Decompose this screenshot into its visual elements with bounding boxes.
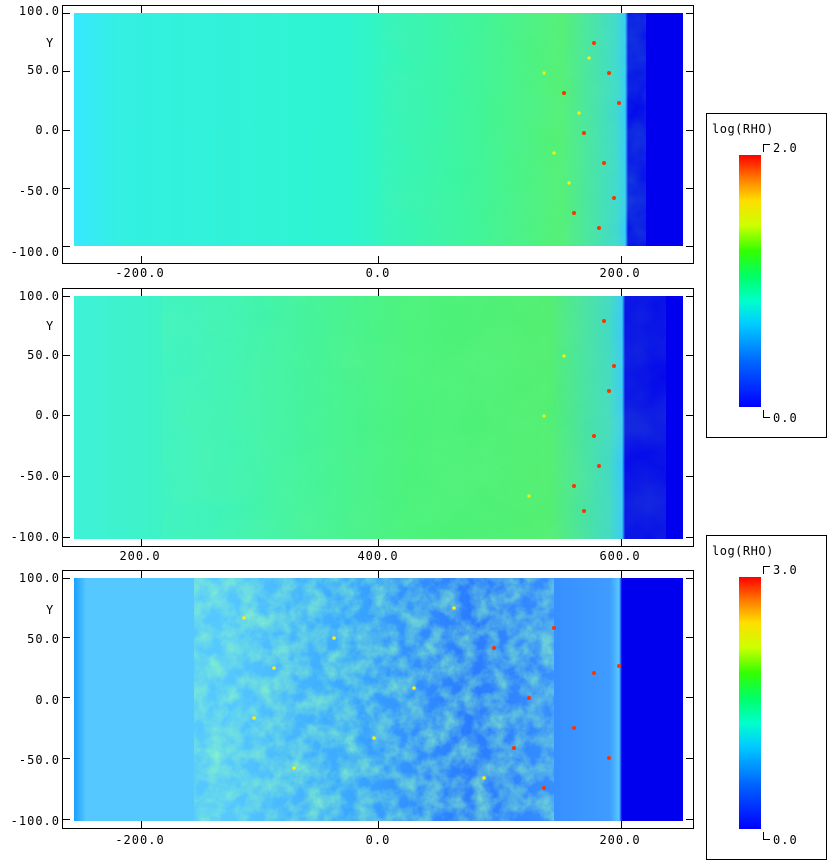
x-tick: -200.0	[115, 833, 165, 847]
y-tick: -100.0	[10, 530, 60, 544]
y-tick: -100.0	[10, 814, 60, 828]
y-tick: 0.0	[35, 123, 60, 137]
x-tick: 600.0	[599, 549, 641, 563]
x-tick: 0.0	[365, 833, 391, 847]
colorbar-title: log(RHO)	[712, 122, 774, 136]
y-tick: 0.0	[35, 693, 60, 707]
density-map-panel-2	[62, 288, 694, 547]
y-tick: -50.0	[18, 184, 60, 198]
colorbar-max: 2.0	[773, 141, 798, 155]
density-map-panel-3	[62, 570, 694, 829]
y-axis-label: Y	[46, 319, 54, 333]
colorbar-gradient	[739, 155, 761, 407]
y-tick: 0.0	[35, 408, 60, 422]
colorbar-2: log(RHO) 3.0 0.0	[706, 535, 827, 860]
colorbar-min: 0.0	[773, 411, 798, 425]
x-tick: 200.0	[599, 266, 641, 280]
colorbar-max: 3.0	[773, 563, 798, 577]
y-tick: 50.0	[27, 632, 60, 646]
x-tick: 0.0	[365, 266, 391, 280]
x-tick: 200.0	[599, 833, 641, 847]
x-tick: 400.0	[357, 549, 399, 563]
y-tick: -50.0	[18, 469, 60, 483]
density-map-panel-1	[62, 5, 694, 264]
x-tick: -200.0	[115, 266, 165, 280]
y-tick: 50.0	[27, 348, 60, 362]
colorbar-title: log(RHO)	[712, 544, 774, 558]
y-axis-label: Y	[46, 36, 54, 50]
colorbar-min: 0.0	[773, 833, 798, 847]
clumps-1	[562, 41, 621, 230]
y-tick: 100.0	[18, 289, 60, 303]
density-field-2	[74, 296, 683, 539]
y-tick: 50.0	[27, 63, 60, 77]
y-tick: 100.0	[18, 571, 60, 585]
density-field-3	[74, 578, 683, 821]
y-tick: 100.0	[18, 4, 60, 18]
colorbar-1: log(RHO) 2.0 0.0	[706, 113, 827, 438]
colorbar-gradient	[739, 577, 761, 829]
y-axis-label: Y	[46, 603, 54, 617]
y-tick: -100.0	[10, 245, 60, 259]
x-tick: 200.0	[119, 549, 161, 563]
density-field-1	[74, 13, 683, 246]
y-tick: -50.0	[18, 753, 60, 767]
